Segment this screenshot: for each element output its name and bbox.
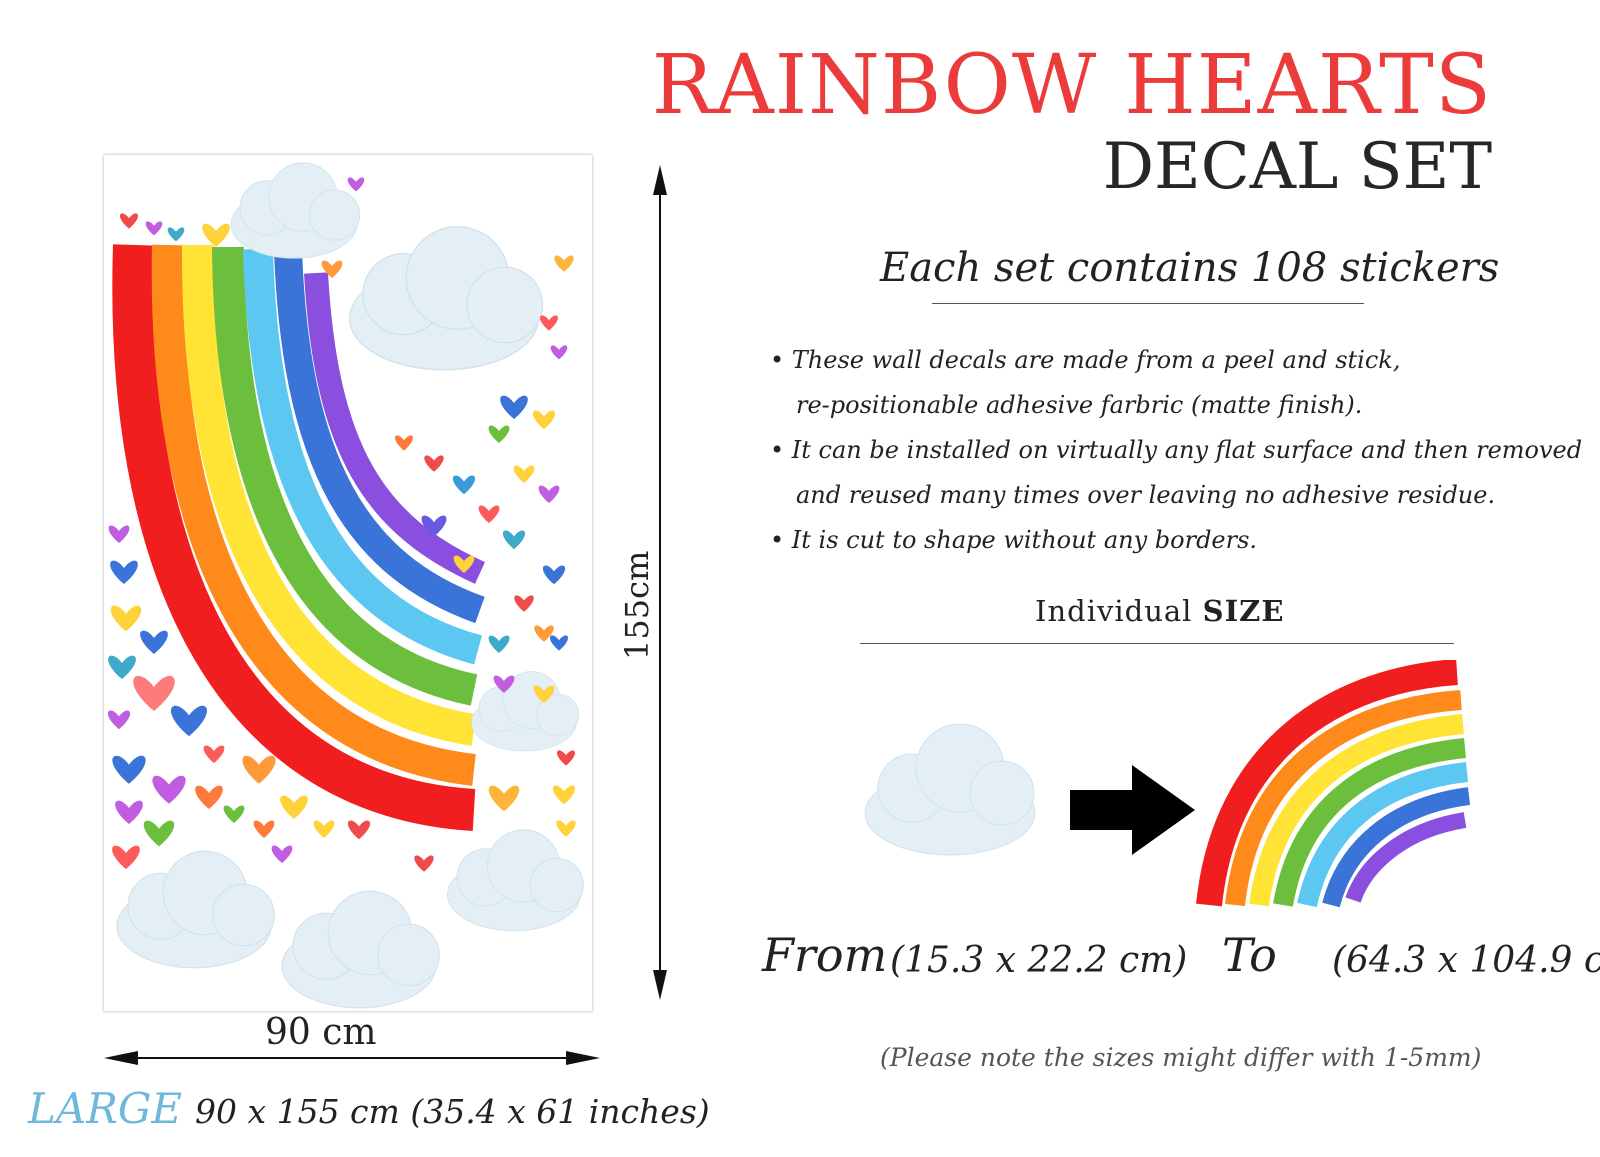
individual-size-heading: Individual SIZE	[1035, 594, 1284, 628]
page-subtitle: DECAL SET	[1102, 130, 1492, 204]
set-count-heading: Each set contains 108 stickers	[880, 245, 1500, 291]
size-note: (Please note the sizes might differ with…	[880, 1043, 1482, 1072]
arrow-right-icon	[1070, 765, 1195, 855]
divider	[932, 303, 1364, 304]
rainbow-hearts-artwork	[107, 162, 584, 1009]
height-label: 155cm	[618, 550, 656, 660]
rainbow-icon	[1196, 660, 1471, 908]
divider	[860, 643, 1454, 644]
width-dimension-arrow	[104, 1051, 600, 1065]
to-label: To	[1222, 928, 1277, 982]
size-dimensions: 90 x 155 cm (35.4 x 61 inches)	[195, 1092, 710, 1131]
from-size-value: (15.3 x 22.2 cm)	[890, 940, 1188, 981]
rainbow-graphic	[112, 244, 485, 831]
feature-line: re-positionable adhesive farbric (matte …	[796, 391, 1363, 419]
decal-sheet-preview	[104, 155, 592, 1011]
feature-line: • It can be installed on virtually any f…	[770, 436, 1583, 464]
height-dimension-arrow	[653, 165, 667, 1000]
from-label: From	[762, 928, 888, 982]
feature-list: • These wall decals are made from a peel…	[770, 338, 1583, 563]
cloud-icon	[864, 723, 1036, 856]
size-heading-prefix: Individual	[1035, 594, 1193, 628]
feature-line: • These wall decals are made from a peel…	[770, 346, 1401, 374]
size-heading-emphasis: SIZE	[1202, 594, 1285, 628]
page-title: RAINBOW HEARTS	[651, 38, 1492, 133]
feature-line: and reused many times over leaving no ad…	[796, 481, 1496, 509]
size-name: LARGE	[28, 1084, 183, 1133]
to-size-value: (64.3 x 104.9 cm)	[1332, 940, 1600, 981]
feature-line: • It is cut to shape without any borders…	[770, 526, 1258, 554]
width-label: 90 cm	[265, 1012, 377, 1053]
